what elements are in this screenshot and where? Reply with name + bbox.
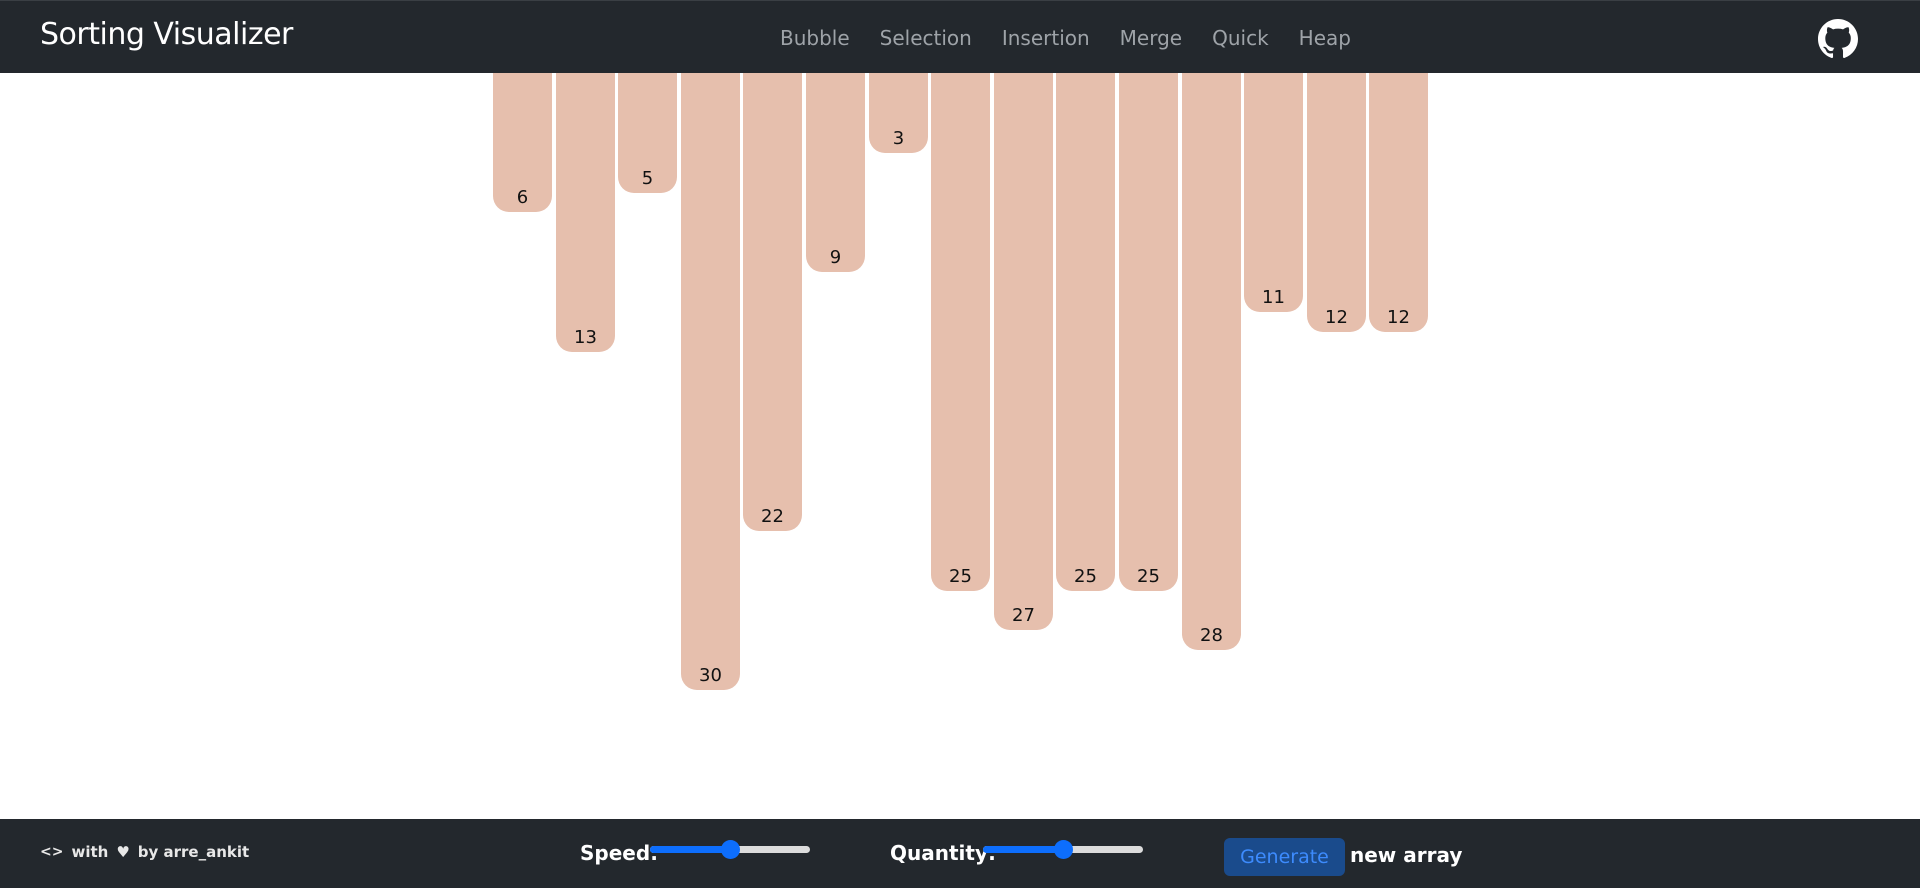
array-bar: 9 <box>806 73 865 272</box>
speed-label: Speed: <box>580 841 659 865</box>
array-bar: 28 <box>1182 73 1241 650</box>
nav-merge[interactable]: Merge <box>1119 25 1183 50</box>
array-bar: 11 <box>1244 73 1303 312</box>
bar-value: 28 <box>1200 625 1223 646</box>
array-bar: 25 <box>931 73 990 591</box>
array-bar: 5 <box>618 73 677 193</box>
nav-insertion[interactable]: Insertion <box>1001 25 1090 50</box>
github-icon[interactable] <box>1818 19 1858 59</box>
bar-value: 22 <box>761 506 784 527</box>
speed-slider-thumb[interactable] <box>721 840 740 859</box>
bar-value: 3 <box>892 128 905 149</box>
bar-value: 25 <box>1137 566 1160 587</box>
nav-heap[interactable]: Heap <box>1298 25 1351 50</box>
heart-icon: ♥ <box>116 843 130 861</box>
array-bar: 25 <box>1119 73 1178 591</box>
app-title[interactable]: Sorting Visualizer <box>40 17 293 52</box>
bar-value: 12 <box>1387 307 1410 328</box>
credit-author: by arre_ankit <box>137 843 250 861</box>
quantity-label: Quantity: <box>890 841 996 865</box>
quantity-slider-thumb[interactable] <box>1054 840 1073 859</box>
navbar: Sorting Visualizer Bubble Selection Inse… <box>0 0 1920 73</box>
code-icon: <> <box>40 844 64 860</box>
quantity-slider-fill <box>983 846 1063 853</box>
footer: <> with ♥ by arre_ankit <box>0 819 1920 888</box>
array-bar: 13 <box>556 73 615 352</box>
bar-value: 25 <box>1074 566 1097 587</box>
bar-value: 12 <box>1325 307 1348 328</box>
bar-value: 25 <box>949 566 972 587</box>
credit-with: with <box>71 843 109 861</box>
bar-value: 5 <box>641 168 654 189</box>
bar-value: 27 <box>1012 605 1035 626</box>
array-bar: 3 <box>869 73 928 153</box>
nav-bubble[interactable]: Bubble <box>780 25 850 50</box>
bar-value: 6 <box>516 187 529 208</box>
array-bar: 30 <box>681 73 740 690</box>
bar-value: 30 <box>699 665 722 686</box>
speed-slider-fill <box>650 846 730 853</box>
bar-value: 13 <box>574 327 597 348</box>
quantity-slider[interactable] <box>983 839 1143 859</box>
nav-selection[interactable]: Selection <box>879 25 972 50</box>
nav-quick[interactable]: Quick <box>1212 25 1269 50</box>
algorithm-nav: Bubble Selection Insertion Merge Quick H… <box>780 1 1381 74</box>
array-bar: 6 <box>493 73 552 212</box>
array-bar: 25 <box>1056 73 1115 591</box>
generate-button[interactable]: Generate <box>1224 838 1345 876</box>
credit: <> with ♥ by arre_ankit <box>40 843 249 861</box>
array-bar: 27 <box>994 73 1053 630</box>
speed-slider[interactable] <box>650 839 810 859</box>
array-bar: 12 <box>1369 73 1428 332</box>
bar-value: 9 <box>829 247 842 268</box>
bar-value: 11 <box>1262 287 1285 308</box>
array-bar: 22 <box>743 73 802 531</box>
array-bar: 12 <box>1307 73 1366 332</box>
generate-suffix: new array <box>1350 843 1463 867</box>
